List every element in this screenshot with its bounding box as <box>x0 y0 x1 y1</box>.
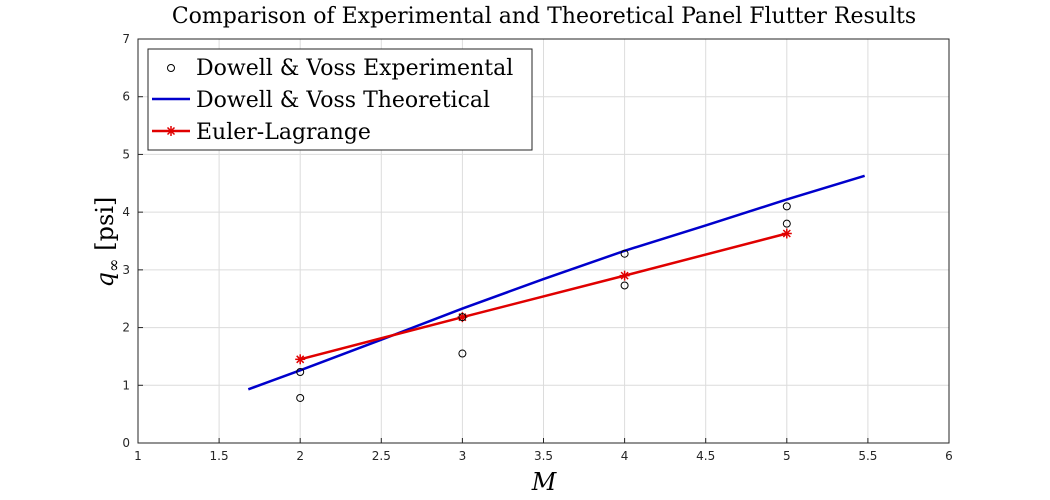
series-line-theoretical <box>247 174 866 391</box>
y-tick-label: 2 <box>122 321 130 335</box>
x-axis-label: M <box>531 468 558 496</box>
y-tick-label: 0 <box>122 436 130 450</box>
y-tick-label: 7 <box>122 32 130 46</box>
legend-marker-experimental <box>167 64 175 72</box>
x-tick-label: 5.5 <box>858 449 877 463</box>
y-tick-label: 1 <box>122 378 130 392</box>
legend-label-euler: Euler-Lagrange <box>196 120 371 145</box>
point-euler-lagrange <box>295 354 306 365</box>
x-tick-label: 4.5 <box>696 449 715 463</box>
point-experimental <box>458 313 467 322</box>
y-tick-label: 3 <box>122 263 130 277</box>
point-experimental <box>782 219 791 228</box>
point-experimental <box>620 281 629 290</box>
legend: Dowell & Voss Experimental Dowell & Voss… <box>147 48 533 151</box>
point-experimental <box>620 249 629 258</box>
legend-label-experimental: Dowell & Voss Experimental <box>196 56 513 81</box>
x-tick-label: 2.5 <box>372 449 391 463</box>
point-euler-lagrange <box>781 228 792 239</box>
legend-label-theoretical: Dowell & Voss Theoretical <box>196 88 490 113</box>
legend-marker-euler <box>166 126 176 136</box>
x-tick-label: 1 <box>134 449 142 463</box>
x-tick-label: 1.5 <box>210 449 229 463</box>
point-experimental <box>782 202 791 211</box>
legend-box <box>147 48 533 151</box>
y-axis-label-unit: [psi] <box>91 197 119 251</box>
point-experimental <box>458 349 467 358</box>
point-euler-lagrange <box>619 270 630 281</box>
point-experimental <box>296 368 305 377</box>
x-tick-label: 3 <box>459 449 467 463</box>
chart-title: Comparison of Experimental and Theoretic… <box>172 4 916 29</box>
svg-text:q∞[psi]: q∞ [psi] <box>91 197 123 288</box>
series-layer <box>247 174 866 402</box>
x-tick-label: 2 <box>296 449 304 463</box>
series-line-euler-lagrange <box>299 232 788 361</box>
x-tick-label: 4 <box>621 449 629 463</box>
y-tick-label: 6 <box>122 90 130 104</box>
x-tick-label: 3.5 <box>534 449 553 463</box>
y-tick-label: 5 <box>122 147 130 161</box>
x-tick-label: 5 <box>783 449 791 463</box>
y-axis-label-subscript: ∞ <box>104 259 123 272</box>
x-tick-label: 6 <box>945 449 953 463</box>
y-tick-label: 4 <box>122 205 130 219</box>
y-axis-label: q∞ [psi] <box>91 197 123 288</box>
y-axis-label-symbol: q <box>91 272 119 287</box>
point-experimental <box>296 393 305 402</box>
